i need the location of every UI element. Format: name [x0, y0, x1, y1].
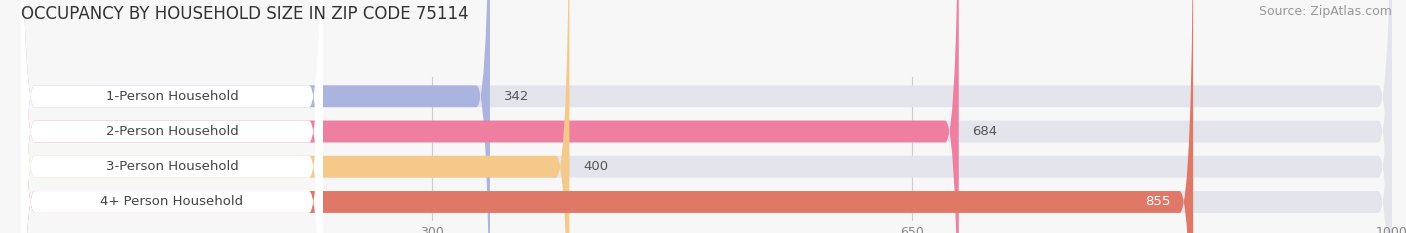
Text: 3-Person Household: 3-Person Household — [105, 160, 238, 173]
Text: 1-Person Household: 1-Person Household — [105, 90, 238, 103]
Text: 855: 855 — [1146, 195, 1171, 209]
FancyBboxPatch shape — [21, 0, 1392, 233]
Text: OCCUPANCY BY HOUSEHOLD SIZE IN ZIP CODE 75114: OCCUPANCY BY HOUSEHOLD SIZE IN ZIP CODE … — [21, 5, 468, 23]
FancyBboxPatch shape — [21, 0, 489, 233]
FancyBboxPatch shape — [21, 0, 1194, 233]
FancyBboxPatch shape — [21, 0, 323, 233]
FancyBboxPatch shape — [21, 0, 323, 233]
FancyBboxPatch shape — [21, 0, 569, 233]
FancyBboxPatch shape — [21, 0, 1392, 233]
FancyBboxPatch shape — [21, 0, 1392, 233]
Text: 342: 342 — [503, 90, 529, 103]
Text: 400: 400 — [583, 160, 609, 173]
Text: 684: 684 — [973, 125, 998, 138]
FancyBboxPatch shape — [21, 0, 323, 233]
FancyBboxPatch shape — [21, 0, 323, 233]
Text: 4+ Person Household: 4+ Person Household — [100, 195, 243, 209]
Text: Source: ZipAtlas.com: Source: ZipAtlas.com — [1258, 5, 1392, 18]
FancyBboxPatch shape — [21, 0, 1392, 233]
Text: 2-Person Household: 2-Person Household — [105, 125, 238, 138]
FancyBboxPatch shape — [21, 0, 959, 233]
